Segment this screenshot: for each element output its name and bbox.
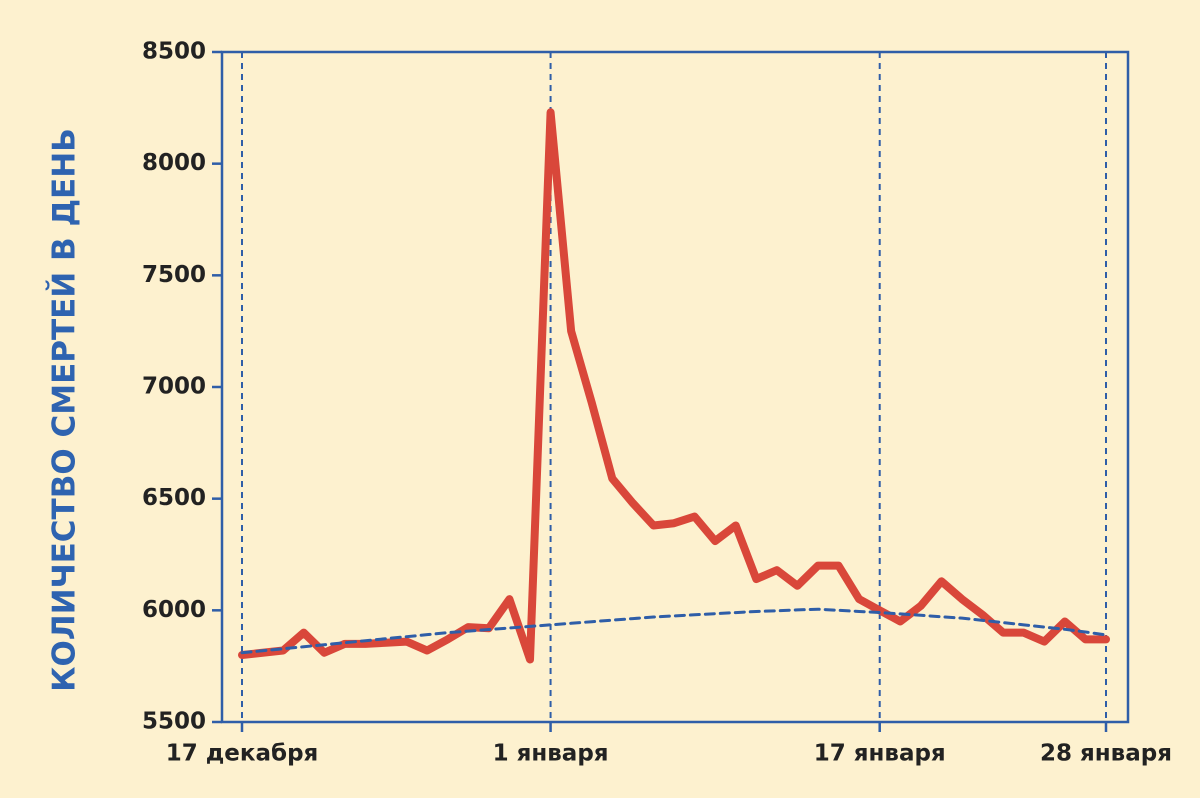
trend-line xyxy=(240,607,1108,655)
y-tick-label: 8000 xyxy=(142,150,206,176)
y-axis-label: КОЛИЧЕСТВО СМЕРТЕЙ В ДЕНЬ xyxy=(47,128,83,692)
data-line xyxy=(238,108,1110,664)
x-tick-label: 17 декабря xyxy=(166,741,319,767)
y-tick-label: 6000 xyxy=(142,597,206,623)
x-tick-label: 28 января xyxy=(1040,741,1172,767)
y-tick-label: 6500 xyxy=(142,485,206,511)
x-tick-label: 17 января xyxy=(814,741,946,767)
y-tick-label: 8500 xyxy=(142,39,206,65)
y-tick-label: 7500 xyxy=(142,262,206,288)
x-tick-label: 1 января xyxy=(493,741,609,767)
y-tick-label: 7000 xyxy=(142,374,206,400)
y-tick-label: 5500 xyxy=(142,709,206,735)
